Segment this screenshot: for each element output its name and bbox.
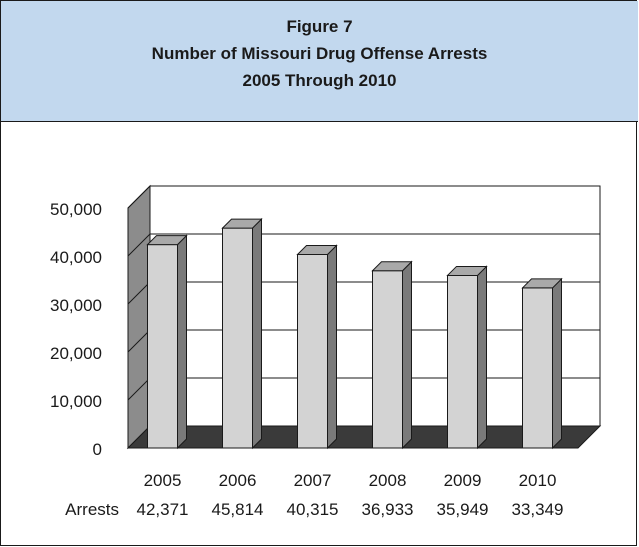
y-tick-label: 30,000	[50, 296, 102, 315]
y-tick-label: 20,000	[50, 344, 102, 363]
figure-label: Figure 7	[286, 17, 353, 36]
bar	[521, 277, 563, 450]
x-axis-ticks: 2005 2006 2007 2008 2009 2010	[144, 471, 557, 490]
gridline	[127, 185, 600, 209]
chart-title: Number of Missouri Drug Offense Arrests	[151, 44, 488, 63]
data-label: 40,315	[287, 500, 339, 519]
bar-front	[372, 270, 403, 449]
bar	[296, 244, 338, 450]
x-tick-label: 2005	[144, 471, 182, 490]
left-wall	[127, 184, 151, 450]
x-tick-label: 2006	[219, 471, 257, 490]
bar-side	[477, 265, 487, 450]
chart-bars	[146, 217, 563, 450]
arrests-value-row: 42,371 45,814 40,315 36,933 35,949 33,349 Arre…	[65, 500, 563, 519]
bar-side	[177, 234, 187, 450]
bar-side	[252, 217, 262, 450]
data-label: 33,349	[512, 500, 564, 519]
bar	[371, 260, 413, 450]
bar-top	[371, 261, 413, 272]
y-tick-label: 10,000	[50, 392, 102, 411]
bar-top	[521, 278, 563, 289]
y-axis-ticks: 0 10,000 20,000 30,000 40,000 50,000	[50, 200, 102, 459]
data-label: 42,371	[137, 500, 189, 519]
chart-subtitle: 2005 Through 2010	[242, 71, 397, 90]
bar-front	[147, 244, 178, 449]
data-label: 45,814	[212, 500, 264, 519]
row-label-arrests: Arrests	[65, 500, 119, 519]
bar-front	[522, 287, 553, 449]
x-tick-label: 2009	[444, 471, 482, 490]
bar	[446, 265, 488, 450]
y-tick-label: 50,000	[50, 200, 102, 219]
bar-side	[552, 277, 562, 450]
bar-side	[402, 260, 412, 450]
bar-top	[296, 244, 338, 255]
x-tick-label: 2008	[369, 471, 407, 490]
bar-top	[146, 235, 188, 246]
bar-front	[222, 227, 253, 449]
data-label: 35,949	[437, 500, 489, 519]
y-tick-label: 0	[93, 440, 102, 459]
bar-top	[446, 265, 488, 276]
bar	[221, 217, 263, 450]
data-label: 36,933	[362, 500, 414, 519]
bar-front	[447, 274, 478, 449]
x-tick-label: 2007	[294, 471, 332, 490]
y-tick-label: 40,000	[50, 248, 102, 267]
gridline	[127, 233, 600, 257]
x-tick-label: 2010	[519, 471, 557, 490]
title-box: Figure 7 Number of Missouri Drug Offense…	[1, 1, 638, 122]
bar-top	[221, 218, 263, 229]
bar-front	[297, 253, 328, 449]
bar	[146, 234, 188, 450]
bar-side	[327, 244, 337, 450]
